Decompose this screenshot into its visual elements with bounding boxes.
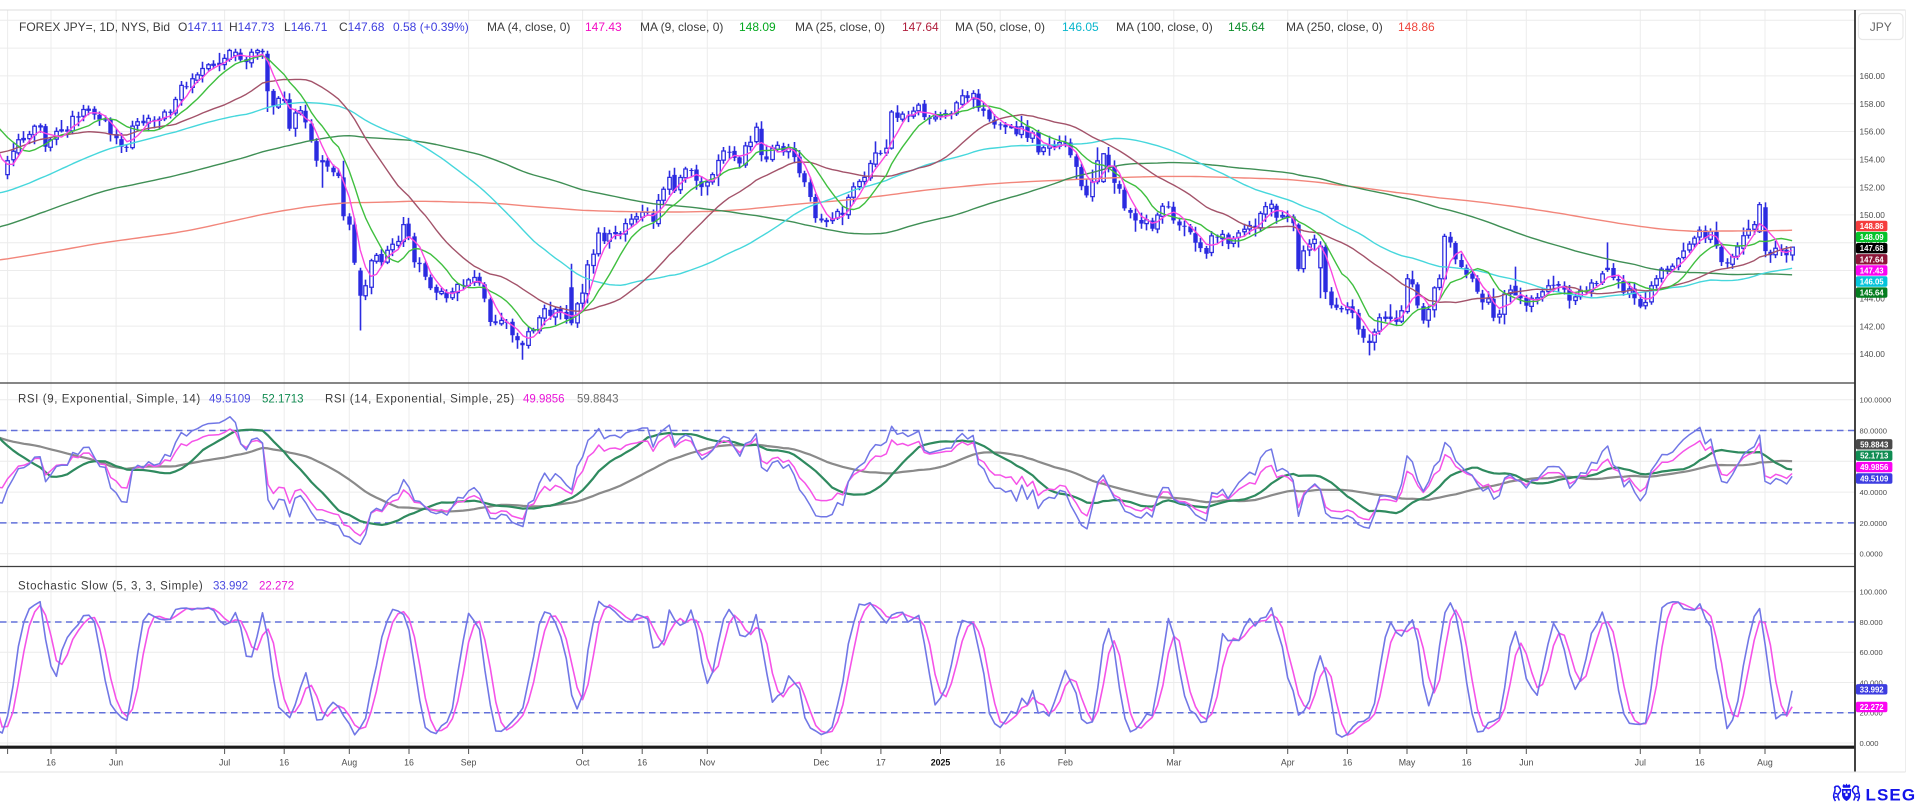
svg-text:16: 16 xyxy=(46,758,56,768)
svg-text:Sep: Sep xyxy=(461,758,477,768)
svg-text:Jun: Jun xyxy=(1519,758,1533,768)
svg-text:152.00: 152.00 xyxy=(1860,182,1886,192)
svg-text:16: 16 xyxy=(279,758,289,768)
svg-text:142.00: 142.00 xyxy=(1860,321,1886,331)
svg-text:146.05: 146.05 xyxy=(1860,278,1885,287)
svg-text:154.00: 154.00 xyxy=(1860,155,1886,165)
svg-text:0.000: 0.000 xyxy=(1860,739,1879,748)
svg-text:0.0000: 0.0000 xyxy=(1860,550,1883,559)
svg-text:Oct: Oct xyxy=(576,758,590,768)
svg-text:40.0000: 40.0000 xyxy=(1860,488,1887,497)
svg-text:16: 16 xyxy=(1462,758,1472,768)
svg-text:Nov: Nov xyxy=(699,758,715,768)
svg-text:150.00: 150.00 xyxy=(1860,210,1886,220)
svg-text:16: 16 xyxy=(637,758,647,768)
svg-text:2025: 2025 xyxy=(931,758,951,768)
svg-text:160.00: 160.00 xyxy=(1860,71,1886,81)
svg-text:59.8843: 59.8843 xyxy=(1860,440,1889,449)
svg-text:Dec: Dec xyxy=(813,758,829,768)
svg-text:147.68: 147.68 xyxy=(1860,244,1885,253)
svg-text:148.09: 148.09 xyxy=(1860,233,1885,242)
svg-text:52.1713: 52.1713 xyxy=(1860,452,1889,461)
svg-text:49.9856: 49.9856 xyxy=(1860,463,1889,472)
svg-text:16: 16 xyxy=(1695,758,1705,768)
svg-text:145.64: 145.64 xyxy=(1860,289,1885,298)
svg-text:147.64: 147.64 xyxy=(1860,255,1885,264)
svg-text:Mar: Mar xyxy=(1166,758,1181,768)
svg-text:JPY: JPY xyxy=(1870,20,1892,34)
svg-text:Jul: Jul xyxy=(219,758,230,768)
svg-text:80.0000: 80.0000 xyxy=(1860,427,1887,436)
svg-text:33.992: 33.992 xyxy=(1860,685,1885,694)
svg-text:Aug: Aug xyxy=(341,758,357,768)
svg-text:16: 16 xyxy=(995,758,1005,768)
svg-text:17: 17 xyxy=(876,758,886,768)
svg-text:60.000: 60.000 xyxy=(1860,648,1883,657)
svg-text:100.0000: 100.0000 xyxy=(1860,396,1892,405)
svg-text:49.5109: 49.5109 xyxy=(1860,475,1889,484)
svg-text:May: May xyxy=(1399,758,1416,768)
svg-text:Apr: Apr xyxy=(1281,758,1295,768)
svg-text:16: 16 xyxy=(1343,758,1353,768)
svg-text:156.00: 156.00 xyxy=(1860,127,1886,137)
svg-text:80.000: 80.000 xyxy=(1860,618,1883,627)
svg-text:100.000: 100.000 xyxy=(1860,588,1887,597)
svg-text:Aug: Aug xyxy=(1757,758,1773,768)
svg-text:147.43: 147.43 xyxy=(1860,266,1885,275)
svg-text:Feb: Feb xyxy=(1058,758,1073,768)
svg-text:20.0000: 20.0000 xyxy=(1860,519,1887,528)
svg-text:Jul: Jul xyxy=(1635,758,1646,768)
svg-text:22.272: 22.272 xyxy=(1860,703,1885,712)
svg-text:140.00: 140.00 xyxy=(1860,349,1886,359)
svg-text:158.00: 158.00 xyxy=(1860,99,1886,109)
svg-text:148.86: 148.86 xyxy=(1860,222,1885,231)
svg-text:Jun: Jun xyxy=(109,758,123,768)
svg-text:LSEG: LSEG xyxy=(1866,786,1916,804)
svg-text:16: 16 xyxy=(404,758,414,768)
